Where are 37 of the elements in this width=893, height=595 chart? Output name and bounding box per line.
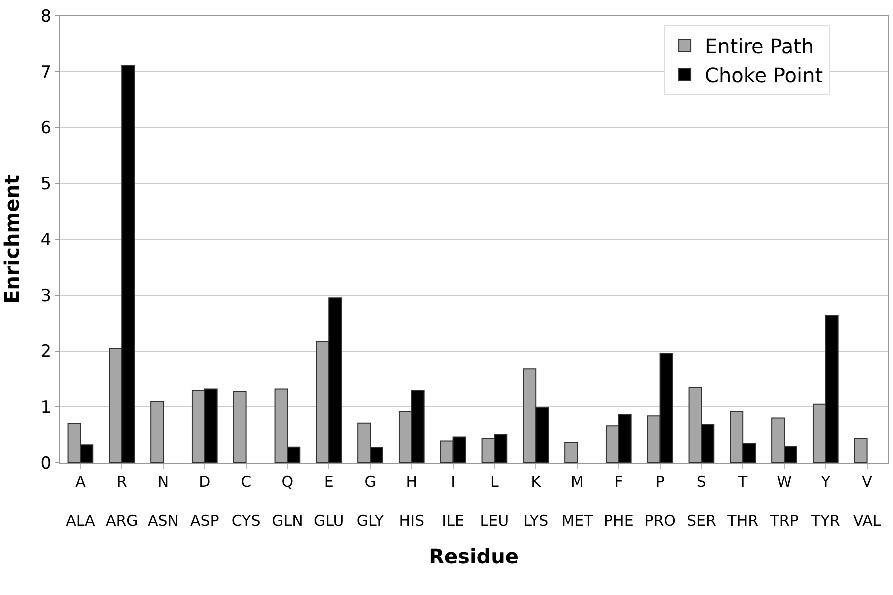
x-axis-title: Residue — [429, 544, 519, 568]
category-label: H HIS — [399, 473, 425, 530]
category-label: G GLY — [356, 473, 384, 530]
y-tick-label: 4 — [40, 230, 52, 250]
category-label: T THR — [728, 473, 759, 530]
category-label: E GLU — [314, 473, 344, 530]
bar — [233, 390, 247, 463]
category-label: F PHE — [604, 473, 634, 530]
category-label: M MET — [562, 473, 594, 530]
category-label: C CYS — [232, 473, 261, 530]
category-label: K LYS — [524, 473, 549, 530]
category-label: D ASP — [190, 473, 220, 530]
y-tick-label: 0 — [40, 454, 52, 474]
category-label: P PRO — [644, 473, 676, 530]
category-label: I ILE — [442, 473, 464, 530]
category-label: V VAL — [853, 473, 882, 530]
bar — [564, 442, 578, 463]
y-tick-label: 5 — [40, 174, 52, 195]
category-label: N ASN — [148, 473, 180, 530]
y-tick-label: 1 — [40, 398, 52, 418]
category-label: Y TYR — [812, 473, 840, 530]
category-label: A ALA — [66, 473, 96, 530]
category-label: W TRP — [770, 473, 799, 530]
category-label: S SER — [686, 473, 716, 530]
bar — [854, 438, 868, 463]
y-tick-label: 2 — [40, 342, 52, 362]
y-tick-label: 7 — [40, 62, 52, 83]
y-tick-label: 6 — [40, 118, 52, 139]
category-label: Q GLN — [272, 473, 304, 530]
category-label: R ARG — [106, 473, 138, 530]
bar — [150, 401, 164, 463]
legend-label: Choke Point — [705, 63, 824, 88]
y-tick-label: 8 — [40, 6, 52, 27]
y-axis-title: Enrichment — [0, 174, 24, 304]
category-label: L LEU — [480, 473, 510, 530]
legend-label: Entire Path — [705, 34, 814, 58]
y-tick-label: 3 — [40, 286, 52, 306]
